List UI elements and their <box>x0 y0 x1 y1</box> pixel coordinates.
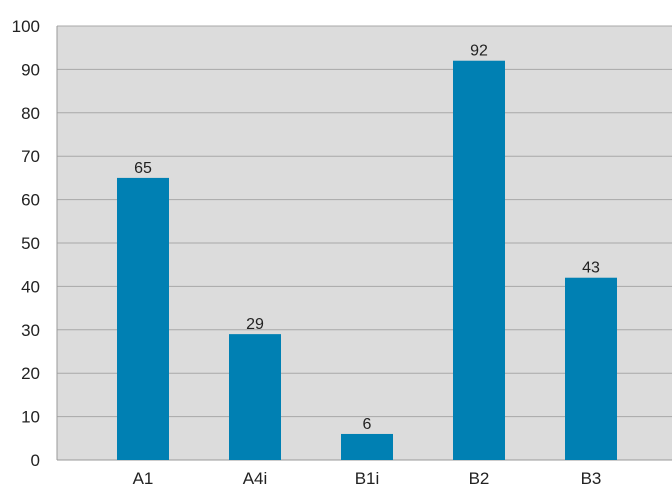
bar-b2 <box>453 60 505 460</box>
y-tick-label: 0 <box>31 451 40 470</box>
data-labels: 65 29 6 92 43 <box>134 43 600 433</box>
category-label: A1 <box>133 469 154 488</box>
y-tick-label: 70 <box>21 147 40 166</box>
data-label: 6 <box>363 416 372 433</box>
category-labels: A1 A4i B1i B2 B3 <box>133 469 602 488</box>
bar-b1i <box>341 433 393 460</box>
category-label: B1i <box>355 469 380 488</box>
y-tick-label: 50 <box>21 234 40 253</box>
bars <box>117 60 617 460</box>
bar-b3 <box>565 277 617 460</box>
y-tick-label: 30 <box>21 321 40 340</box>
category-label: B3 <box>581 469 602 488</box>
bar-a1 <box>117 177 169 460</box>
y-tick-label: 80 <box>21 104 40 123</box>
y-tick-label: 100 <box>12 17 40 36</box>
data-label: 43 <box>582 260 600 277</box>
y-tick-label: 60 <box>21 191 40 210</box>
category-label: B2 <box>469 469 490 488</box>
data-label: 29 <box>246 316 264 333</box>
y-tick-label: 90 <box>21 60 40 79</box>
y-tick-label: 20 <box>21 364 40 383</box>
category-label: A4i <box>243 469 268 488</box>
y-axis-tick-labels: 0 10 20 30 40 50 60 70 80 90 100 <box>12 17 40 470</box>
bar-a4i <box>229 334 281 460</box>
y-tick-label: 40 <box>21 277 40 296</box>
y-tick-label: 10 <box>21 408 40 427</box>
data-label: 92 <box>470 43 488 60</box>
data-label: 65 <box>134 160 152 177</box>
